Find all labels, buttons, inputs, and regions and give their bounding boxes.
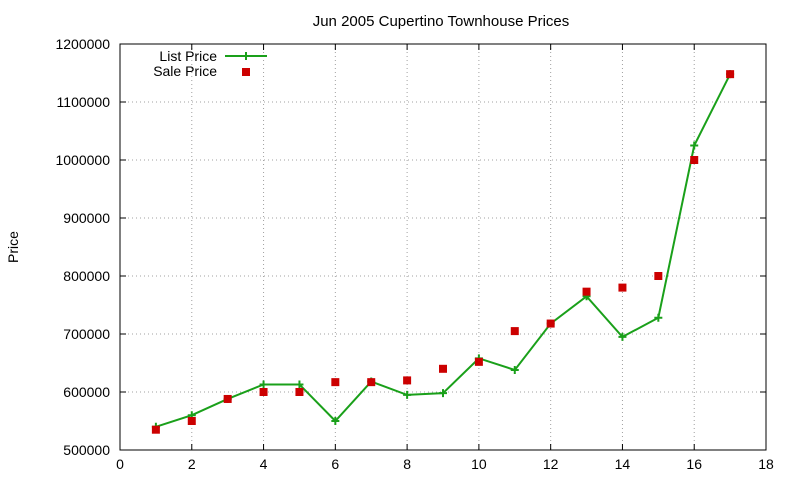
y-tick-label: 600000 bbox=[63, 384, 110, 400]
x-tick-label: 10 bbox=[471, 456, 487, 472]
sale-price-point bbox=[331, 378, 340, 387]
grid bbox=[120, 44, 766, 450]
x-tick-label: 8 bbox=[403, 456, 411, 472]
list-price-point bbox=[403, 390, 412, 399]
list-price-point bbox=[439, 389, 447, 398]
x-tick-label: 12 bbox=[543, 456, 559, 472]
y-tick-label: 700000 bbox=[63, 326, 110, 342]
legend-marker-list-price bbox=[242, 52, 250, 60]
list-price-point bbox=[295, 380, 304, 389]
list-price-point bbox=[618, 332, 627, 341]
sale-price-point bbox=[439, 364, 447, 373]
sale-price-point bbox=[367, 378, 376, 387]
y-tick-label: 500000 bbox=[63, 442, 110, 458]
sale-price-point bbox=[618, 283, 627, 292]
y-tick-label: 1000000 bbox=[55, 152, 110, 168]
list-price-point bbox=[331, 417, 340, 425]
sale-price-point bbox=[582, 287, 591, 296]
y-tick-label: 900000 bbox=[63, 210, 110, 226]
y-tick-label: 1100000 bbox=[57, 94, 111, 110]
sale-price-point bbox=[690, 156, 699, 164]
plot-frame bbox=[119, 43, 767, 451]
sale-price-point bbox=[187, 417, 196, 425]
x-tick-label: 0 bbox=[116, 456, 124, 472]
x-tick-label: 2 bbox=[188, 456, 196, 472]
list-price-point bbox=[259, 380, 268, 389]
list-price-line bbox=[155, 73, 732, 428]
list-price-point bbox=[654, 313, 663, 322]
axes: 0 2 4 6 8 10 12 14 16 18 500000 600000 700000 800000 9… bbox=[55, 36, 774, 472]
chart-title: Jun 2005 Cupertino Townhouse Prices bbox=[313, 13, 570, 30]
sale-price-point bbox=[223, 394, 232, 403]
sale-price-point bbox=[151, 425, 160, 434]
legend-label-list-price: List Price bbox=[159, 48, 217, 64]
y-axis-label: Price bbox=[5, 231, 21, 263]
sale-price-point bbox=[403, 376, 412, 385]
x-tick-label: 16 bbox=[686, 456, 702, 472]
sale-price-point bbox=[726, 70, 735, 79]
y-tick-label: 800000 bbox=[63, 268, 110, 284]
legend-label-sale-price: Sale Price bbox=[153, 63, 217, 79]
list-price-point bbox=[510, 365, 519, 374]
sale-price-point bbox=[295, 388, 304, 396]
sale-price-point bbox=[510, 327, 519, 336]
plot-area bbox=[151, 70, 735, 434]
sale-price-point bbox=[654, 272, 663, 280]
sale-price-point bbox=[474, 357, 483, 366]
y-tick-label: 1200000 bbox=[55, 36, 110, 52]
x-tick-label: 4 bbox=[260, 456, 268, 472]
list-price-point bbox=[690, 141, 699, 150]
x-tick-label: 18 bbox=[758, 456, 774, 472]
x-tick-label: 14 bbox=[615, 456, 631, 472]
sale-price-point bbox=[259, 388, 268, 396]
x-tick-label: 6 bbox=[331, 456, 339, 472]
sale-price-point bbox=[546, 319, 555, 328]
legend-marker-sale-price bbox=[242, 68, 250, 76]
